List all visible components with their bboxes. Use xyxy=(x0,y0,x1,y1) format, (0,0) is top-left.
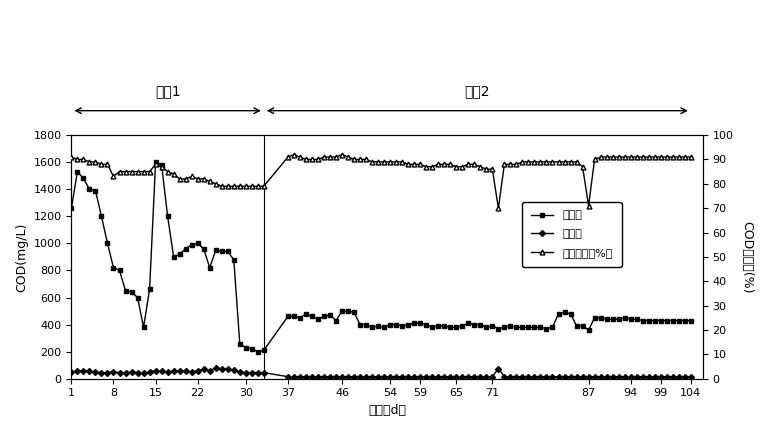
总去除率（%） xyxy=(548,159,557,165)
X-axis label: 日期（d）: 日期（d） xyxy=(368,404,406,417)
总进水 xyxy=(151,159,161,165)
总去除率（%） xyxy=(217,184,227,189)
总去除率（%） xyxy=(494,206,503,211)
总去除率（%） xyxy=(109,174,118,179)
总去除率（%） xyxy=(67,154,76,159)
总出水 xyxy=(548,374,557,379)
总去除率（%） xyxy=(452,164,461,169)
Y-axis label: COD(mg/L): COD(mg/L) xyxy=(15,222,28,292)
总进水 xyxy=(109,265,118,270)
总出水 xyxy=(518,374,527,379)
Y-axis label: COD去除率(%): COD去除率(%) xyxy=(740,221,753,293)
总出水 xyxy=(283,374,293,379)
总出水 xyxy=(109,369,118,375)
总出水 xyxy=(458,374,467,379)
总出水 xyxy=(223,367,233,372)
总进水 xyxy=(253,349,263,354)
Line: 总出水: 总出水 xyxy=(69,366,693,379)
总去除率（%） xyxy=(518,159,527,165)
总进水 xyxy=(458,323,467,328)
总进水 xyxy=(223,249,233,254)
Line: 总进水: 总进水 xyxy=(69,160,694,354)
总进水 xyxy=(548,325,557,330)
总出水 xyxy=(373,374,382,379)
总出水 xyxy=(686,374,695,379)
Text: 阶段2: 阶段2 xyxy=(465,85,490,98)
总出水 xyxy=(211,365,220,371)
总进水 xyxy=(373,323,382,328)
Text: 阶段1: 阶段1 xyxy=(155,85,180,98)
Legend: 总进水, 总出水, 总去除率（%）: 总进水, 总出水, 总去除率（%） xyxy=(522,202,621,267)
Line: 总去除率（%）: 总去除率（%） xyxy=(69,152,694,210)
总出水 xyxy=(67,369,76,375)
总进水 xyxy=(518,325,527,330)
总去除率（%） xyxy=(367,159,376,165)
总进水 xyxy=(67,206,76,211)
总进水 xyxy=(686,318,695,323)
总去除率（%） xyxy=(290,152,299,157)
总去除率（%） xyxy=(686,154,695,159)
